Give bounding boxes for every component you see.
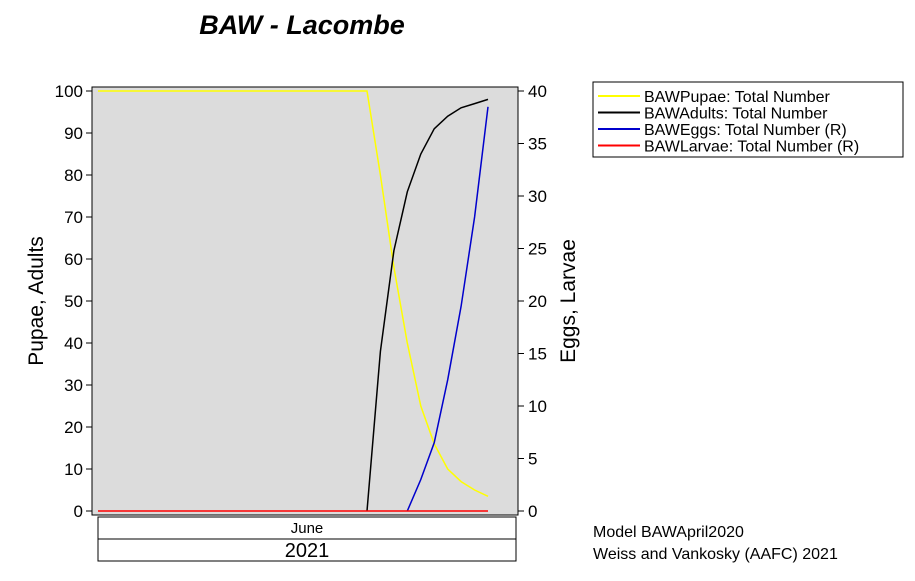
right-tick-label: 40	[528, 82, 547, 101]
right-tick-label: 10	[528, 397, 547, 416]
left-tick-label: 70	[64, 208, 83, 227]
right-tick-label: 15	[528, 345, 547, 364]
y-axis-title-left: Pupae, Adults	[25, 236, 48, 366]
left-tick-label: 100	[55, 82, 83, 101]
month-label: June	[291, 520, 324, 537]
year-label: 2021	[285, 540, 330, 562]
legend-box	[592, 81, 904, 158]
left-tick-label: 80	[64, 166, 83, 185]
right-tick-label: 30	[528, 187, 547, 206]
year-band	[97, 538, 517, 562]
legend-label-1: BAWAdults: Total Number	[644, 106, 828, 123]
y-axis-title-right: Eggs, Larvae	[557, 239, 580, 363]
right-axis: 0 5 10 15 20 25 30 35 40	[518, 82, 547, 521]
right-tick-label: 0	[528, 502, 537, 521]
left-tick-label: 90	[64, 124, 83, 143]
plot-area	[91, 86, 519, 516]
right-tick-label: 35	[528, 135, 547, 154]
series-line-2	[406, 106, 489, 512]
left-tick-label: 20	[64, 418, 83, 437]
chart-title: BAW - Lacombe	[199, 10, 405, 40]
footer-credit: Weiss and Vankosky (AAFC) 2021	[593, 546, 838, 563]
left-tick-label: 0	[74, 502, 83, 521]
legend-label-0: BAWPupae: Total Number	[644, 89, 831, 106]
left-tick-label: 60	[64, 250, 83, 269]
left-tick-label: 30	[64, 376, 83, 395]
right-tick-label: 20	[528, 292, 547, 311]
left-tick-label: 40	[64, 334, 83, 353]
left-axis: 0 10 20 30 40 50 60 70 80 90 100	[55, 82, 92, 521]
series-line-0	[98, 90, 489, 497]
right-tick-label: 5	[528, 450, 537, 469]
legend-label-2: BAWEggs: Total Number (R)	[644, 122, 847, 139]
right-tick-label: 25	[528, 240, 547, 259]
left-tick-label: 50	[64, 292, 83, 311]
series-line-1	[366, 98, 489, 512]
left-tick-label: 10	[64, 460, 83, 479]
footer-model: Model BAWApril2020	[593, 524, 744, 541]
legend-label-3: BAWLarvae: Total Number (R)	[644, 139, 859, 156]
series-lines	[98, 90, 489, 512]
